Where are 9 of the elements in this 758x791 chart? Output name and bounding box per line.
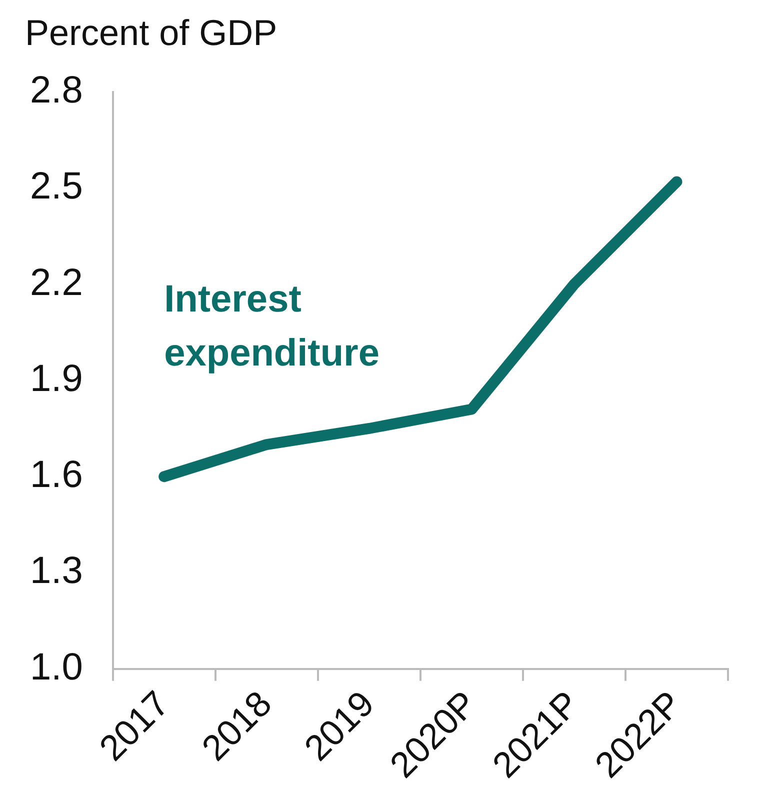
series-label: Interest expenditure — [164, 278, 380, 375]
y-tick-label: 1.0 — [30, 646, 83, 688]
y-tick-label: 2.5 — [30, 166, 83, 208]
y-tick-label: 1.6 — [30, 454, 83, 496]
y-tick-label: 2.8 — [30, 69, 83, 112]
y-tick-label: 1.3 — [30, 550, 83, 592]
y-tick-label: 1.9 — [30, 358, 83, 400]
y-tick-label: 2.2 — [30, 262, 83, 304]
y-axis-title: Percent of GDP — [25, 12, 278, 53]
